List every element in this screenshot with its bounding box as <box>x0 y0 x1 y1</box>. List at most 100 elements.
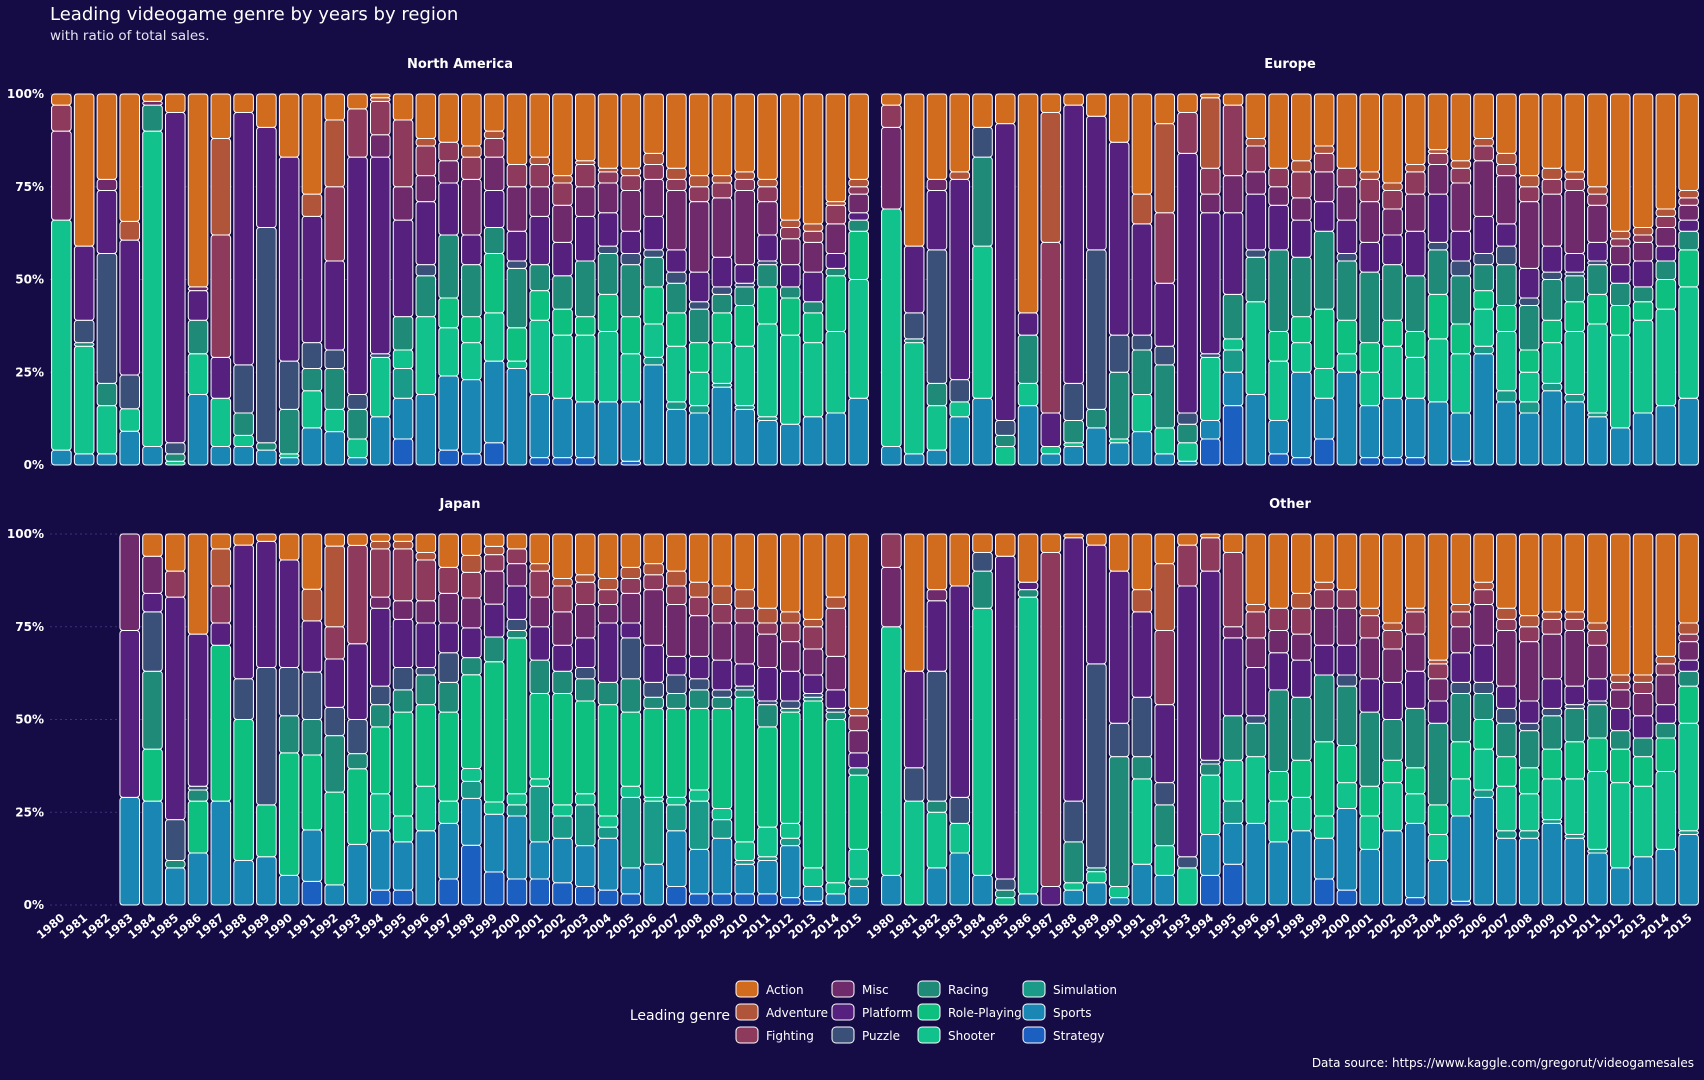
bar-segment <box>1678 219 1699 232</box>
bar-segment <box>392 316 414 351</box>
bar-segment <box>1382 182 1403 191</box>
bar-segment <box>256 667 277 806</box>
bar-segment <box>949 533 971 587</box>
bar-segment <box>301 588 323 622</box>
bar-segment <box>415 552 437 561</box>
bar-segment <box>1632 856 1654 906</box>
bar-segment <box>187 394 209 466</box>
bar-segment <box>1587 412 1608 418</box>
bar-segment <box>392 93 414 121</box>
bar-segment <box>1017 596 1039 895</box>
bar-segment <box>574 163 596 188</box>
bar-segment <box>73 319 95 344</box>
legend-swatch <box>1022 1003 1046 1021</box>
y-tick-label: 75% <box>15 180 44 194</box>
bar-segment <box>1336 319 1358 355</box>
bar-segment <box>369 596 391 609</box>
bar-segment <box>1632 681 1654 695</box>
bar-segment <box>643 644 664 683</box>
bar-segment <box>1427 804 1449 836</box>
bar-segment <box>1017 589 1039 598</box>
bar-segment <box>506 267 528 329</box>
bar-segment <box>881 874 902 906</box>
bar-segment <box>369 93 391 99</box>
bar-segment <box>461 264 482 318</box>
bar-segment <box>802 867 824 887</box>
bar-segment <box>802 301 824 314</box>
bar-segment <box>1404 897 1426 906</box>
bar-segment <box>994 419 1016 436</box>
bar-segment <box>187 789 209 802</box>
bar-segment <box>1222 104 1244 177</box>
bar-segment <box>1313 201 1335 232</box>
bar-segment <box>1404 356 1426 399</box>
bar-segment <box>529 156 551 165</box>
bar-segment <box>347 457 368 466</box>
bar-segment <box>1518 186 1540 203</box>
bar-segment <box>643 563 664 576</box>
bar-segment <box>1382 208 1403 236</box>
legend-label: Racing <box>948 983 989 997</box>
bar-segment <box>1496 304 1517 332</box>
bar-segment <box>301 342 323 370</box>
bar-segment <box>1587 644 1608 680</box>
bar-segment <box>1473 264 1494 292</box>
bar-segment <box>643 163 664 180</box>
bar-segment <box>1541 271 1563 280</box>
bar-segment <box>597 93 619 169</box>
bar-segment <box>1268 629 1289 654</box>
bar-segment <box>574 581 596 605</box>
bar-segment <box>187 286 209 292</box>
bar-segment <box>666 271 687 284</box>
bar-segment <box>1268 607 1289 631</box>
bar-segment <box>1177 412 1198 425</box>
bar-segment <box>369 726 391 795</box>
bar-segment <box>1655 215 1677 229</box>
bar-segment <box>903 245 925 314</box>
bar-segment <box>1291 160 1312 173</box>
bar-segment <box>1199 763 1221 776</box>
bar-segment <box>1541 715 1563 750</box>
bar-segment <box>574 316 596 336</box>
bar-segment <box>848 848 869 880</box>
bar-segment <box>415 145 437 177</box>
bar-segment <box>438 652 459 683</box>
bar-segment <box>1587 193 1608 206</box>
bar-segment <box>1587 264 1608 295</box>
bar-segment <box>461 316 482 344</box>
bar-segment <box>688 689 710 709</box>
bar-segment <box>1587 204 1608 243</box>
bar-segment <box>392 689 414 713</box>
bar-segment <box>1359 533 1381 609</box>
bar-segment <box>1518 767 1540 795</box>
bar-segment <box>903 342 925 455</box>
bar-segment <box>1017 334 1039 384</box>
bar-segment <box>643 178 664 217</box>
bar-segment <box>734 589 756 609</box>
bar-segment <box>187 785 209 791</box>
bar-segment <box>1496 785 1517 832</box>
bar-segment <box>711 533 733 587</box>
bar-segment <box>1632 260 1654 288</box>
bar-segment <box>666 804 687 832</box>
bar-segment <box>1131 193 1153 225</box>
bar-segment <box>734 685 756 691</box>
bar-segment <box>666 693 687 709</box>
bar-segment <box>666 585 687 605</box>
bar-segment <box>552 804 573 817</box>
legend-item-fighting: Fighting <box>735 1026 814 1044</box>
bar-segment <box>461 93 482 147</box>
bar-segment <box>597 815 619 828</box>
bar-segment <box>233 678 254 721</box>
panel-title: Japan <box>439 497 481 512</box>
bar-segment <box>1131 589 1153 613</box>
bar-segment <box>779 219 801 229</box>
bar-segment <box>1245 756 1267 824</box>
bar-segment <box>926 249 948 384</box>
bar-segment <box>1222 212 1244 295</box>
bar-segment <box>779 622 801 643</box>
bar-segment <box>1496 390 1517 403</box>
legend-label: Platform <box>862 1006 913 1020</box>
bar-segment <box>1199 193 1221 214</box>
bar-segment <box>529 290 551 321</box>
